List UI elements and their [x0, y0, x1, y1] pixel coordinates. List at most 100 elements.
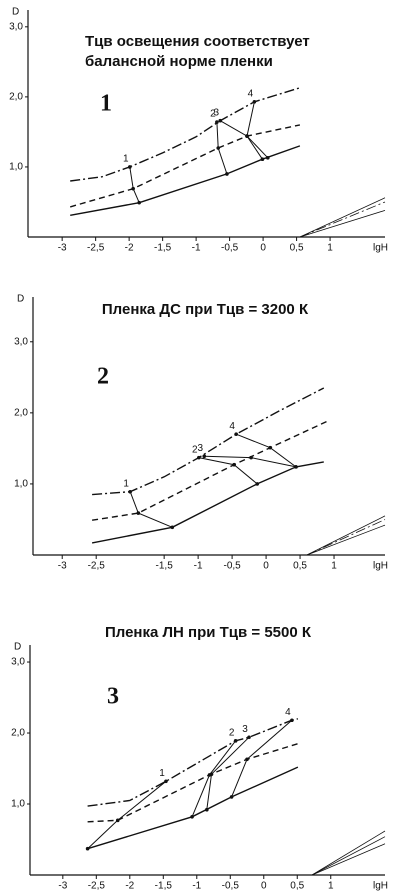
- curve: [70, 87, 301, 182]
- connector: [129, 491, 173, 528]
- x-tick-label: -0,5: [221, 243, 239, 254]
- y-tick-label: 3,0: [14, 336, 28, 347]
- connector: [246, 101, 269, 159]
- curve: [306, 515, 386, 556]
- point: [290, 718, 294, 723]
- x-tick-label: -1,5: [156, 561, 174, 572]
- curve: [299, 197, 386, 238]
- point: [229, 795, 234, 799]
- x-tick-label: -0,5: [223, 561, 241, 572]
- point-label: 2: [192, 444, 198, 455]
- y-tick-label: 2,0: [14, 407, 28, 418]
- y-tick-label: 1,0: [11, 799, 25, 810]
- curve: [311, 836, 386, 876]
- x-tick-label: -0,5: [222, 881, 240, 892]
- curve: [91, 461, 324, 544]
- point: [137, 200, 141, 205]
- y-tick-label: 3,0: [11, 657, 25, 668]
- chart-title: Пленка ДС при Tцв = 3200 К: [102, 301, 309, 318]
- x-tick-label: 0,5: [290, 243, 304, 254]
- x-axis-label: lgH: [373, 881, 388, 892]
- x-tick-label: -3: [58, 561, 67, 572]
- curve: [299, 210, 386, 238]
- x-tick-label: -1: [192, 243, 201, 254]
- curve: [311, 843, 386, 876]
- curve: [87, 766, 299, 850]
- point: [249, 455, 253, 460]
- x-tick-label: -2,5: [88, 881, 106, 892]
- y-tick-label: 1,0: [14, 479, 28, 490]
- point: [245, 757, 249, 762]
- y-axis-label: D: [14, 642, 21, 653]
- point: [205, 807, 209, 812]
- point: [268, 445, 272, 450]
- x-tick-label: 1: [331, 561, 337, 572]
- x-tick-label: -1: [194, 561, 203, 572]
- curve: [306, 519, 386, 556]
- point: [218, 118, 223, 123]
- point: [294, 465, 298, 469]
- point-label: 2: [210, 109, 216, 120]
- x-tick-label: 0,5: [293, 561, 307, 572]
- point: [170, 525, 175, 530]
- point: [202, 454, 207, 459]
- x-tick-label: -1,5: [155, 881, 173, 892]
- curve: [70, 145, 301, 216]
- panel-number: 3: [107, 684, 119, 710]
- point-label: 4: [229, 421, 235, 432]
- chart-title: балансной норме пленки: [85, 53, 273, 70]
- connector: [231, 719, 293, 798]
- point: [190, 814, 194, 819]
- x-tick-label: -1: [192, 881, 201, 892]
- y-tick-label: 2,0: [9, 92, 23, 103]
- point-label: 1: [123, 154, 129, 165]
- point-label: 3: [197, 443, 203, 454]
- point: [225, 172, 229, 176]
- point-label: 4: [285, 707, 291, 718]
- panel-number: 1: [100, 91, 112, 117]
- point: [197, 455, 201, 460]
- point-label: 3: [242, 724, 248, 735]
- point: [209, 772, 214, 776]
- point: [131, 186, 135, 191]
- point: [260, 157, 265, 162]
- x-tick-label: -1,5: [154, 243, 172, 254]
- x-tick-label: 0: [260, 243, 266, 254]
- point: [128, 489, 132, 494]
- point: [136, 511, 141, 515]
- connector: [236, 433, 297, 468]
- x-tick-label: -3: [58, 881, 67, 892]
- x-tick-label: 0: [261, 881, 267, 892]
- connector: [129, 166, 140, 203]
- point: [234, 432, 238, 436]
- chart-title: Пленка ЛН при Tцв = 5500 К: [105, 624, 312, 641]
- chart-title: Tцв освещения соответствует: [85, 33, 310, 50]
- point: [164, 779, 168, 784]
- point: [265, 156, 270, 160]
- y-tick-label: 3,0: [9, 21, 23, 32]
- curve: [311, 830, 386, 876]
- curve: [306, 524, 386, 556]
- curve: [87, 743, 299, 823]
- x-tick-label: -2: [125, 881, 134, 892]
- point: [245, 134, 249, 138]
- point-label: 3: [213, 107, 219, 118]
- connector: [198, 457, 258, 485]
- point: [252, 99, 257, 104]
- panel-number: 2: [97, 364, 109, 390]
- curve: [299, 201, 386, 238]
- point: [233, 739, 238, 743]
- x-tick-label: 0: [263, 561, 269, 572]
- point: [85, 846, 90, 851]
- y-tick-label: 1,0: [9, 162, 23, 173]
- x-tick-label: -2: [125, 243, 134, 254]
- y-axis-label: D: [12, 7, 19, 18]
- x-tick-label: 1: [328, 881, 334, 892]
- point-label: 2: [229, 727, 235, 738]
- point: [216, 146, 221, 150]
- point: [115, 818, 120, 823]
- point: [232, 462, 236, 467]
- curve: [91, 419, 331, 521]
- point-label: 1: [123, 478, 129, 489]
